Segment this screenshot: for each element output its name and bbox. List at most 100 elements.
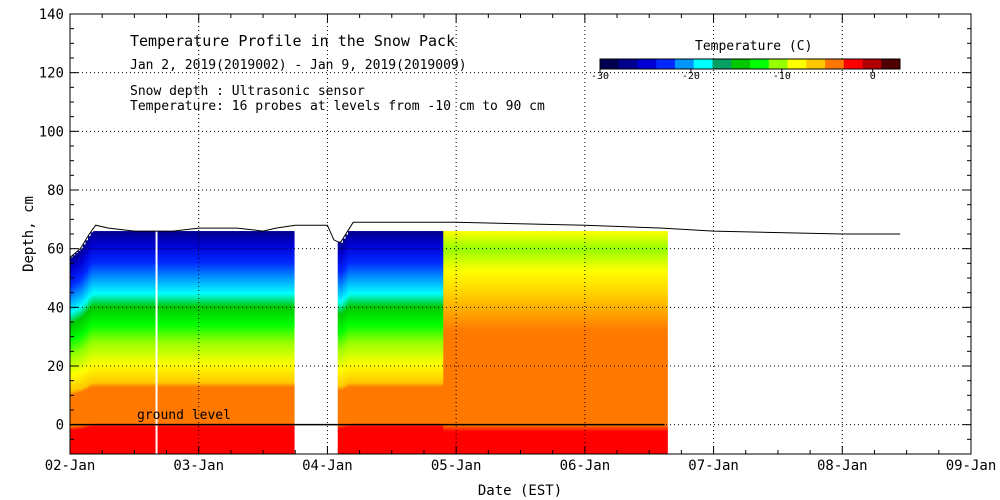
heatmap-column [100,231,105,454]
heatmap-column [381,231,385,454]
x-tick-label: 06-Jan [560,458,611,474]
heatmap-column [108,231,112,454]
heatmap-column [476,231,480,454]
heatmap-column [216,231,220,454]
heatmap-column [600,231,604,454]
heatmap-column [479,231,483,454]
heatmap-column [214,231,218,454]
heatmap-column [559,231,563,454]
heatmap-column [342,238,347,454]
heatmap-column [435,231,439,454]
colorbar-title: Temperature (C) [695,39,812,54]
heatmap-column [579,231,583,454]
heatmap-column [633,231,637,454]
heatmap-column [371,231,375,454]
heatmap-column [221,231,226,454]
heatmap-column [358,231,362,454]
heatmap-column [188,231,192,454]
heatmap-column [574,231,578,454]
heatmap-column [113,231,117,454]
heatmap-column [232,231,236,454]
heatmap-column [396,231,401,454]
heatmap-column [118,231,123,454]
heatmap-column [551,231,555,454]
colorbar-tick-label: -30 [591,71,609,82]
x-tick-labels: 02-Jan 03-Jan 04-Jan 05-Jan 06-Jan 07-Jan 08-J… [45,458,997,474]
heatmap-column [170,231,174,454]
note-temperature: Temperature: 16 probes at levels from -1… [130,99,545,114]
heatmap-column [553,231,558,454]
heatmap-column [257,231,262,454]
heatmap-column [481,231,486,454]
heatmap-column [198,231,202,454]
y-tick-label: 140 [39,7,64,23]
heatmap-column [626,231,630,454]
heatmap-column [571,231,576,454]
heatmap-column [497,231,501,454]
heatmap-column [129,231,133,454]
heatmap-column [566,231,571,454]
heatmap-column [407,231,411,454]
heatmap-column [193,231,197,454]
heatmap-column [80,248,84,454]
y-tick-label: 20 [47,359,64,375]
heatmap-column [582,231,586,454]
colorbar-frame [599,58,901,70]
heatmap-column [121,231,125,454]
heatmap-column [185,231,190,454]
heatmap-column [142,231,146,454]
heatmap-column [378,231,383,454]
y-axis-label: Depth, cm [21,196,37,272]
heatmap-column [646,231,650,454]
heatmap-column [466,231,470,454]
heatmap-column [425,231,429,454]
colorbar-cell [750,59,770,69]
x-tick-label: 02-Jan [45,458,96,474]
heatmap-column [402,231,406,454]
heatmap-column [463,231,468,454]
snow-depth-series [70,221,901,258]
heatmap-column [484,231,488,454]
heatmap-column [644,231,648,454]
note-snow-depth: Snow depth : Ultrasonic sensor [130,84,365,99]
heatmap-column [85,240,89,454]
heatmap-column [77,250,81,454]
heatmap-column [93,231,97,454]
heatmap-column [469,231,473,454]
heatmap-column [245,231,249,454]
heatmap-column [487,231,491,454]
heatmap-column [103,231,107,454]
heatmap-column [538,231,542,454]
heatmap-column [656,231,661,454]
heatmap-column [180,231,184,454]
heatmap-column [512,231,516,454]
heatmap-column [430,231,434,454]
y-tick-label: 60 [47,242,64,258]
heatmap-column [172,231,177,454]
heatmap-column [510,231,514,454]
heatmap-column [525,231,529,454]
heatmap-column [144,231,148,454]
heatmap-column [288,231,292,454]
heatmap-column [224,231,228,454]
heatmap-column [564,231,568,454]
heatmap-column [116,231,120,454]
heatmap-column [201,231,205,454]
heatmap-column [569,231,573,454]
heatmap-column [592,231,596,454]
heatmap-column [252,231,256,454]
y-tick-label: 80 [47,183,64,199]
x-tick-label: 08-Jan [817,458,868,474]
y-tick-label: 120 [39,66,64,82]
heatmap-column [227,231,231,454]
y-tick-label: 100 [39,124,64,140]
heatmap-column [649,231,653,454]
heatmap-column [505,231,509,454]
heatmap-column [502,231,506,454]
colorbar-cell [843,59,863,69]
heatmap-column [638,231,643,454]
heatmap-column [345,234,349,454]
heatmap-column [427,231,431,454]
heatmap-column [409,231,413,454]
heatmap-column [134,231,138,454]
